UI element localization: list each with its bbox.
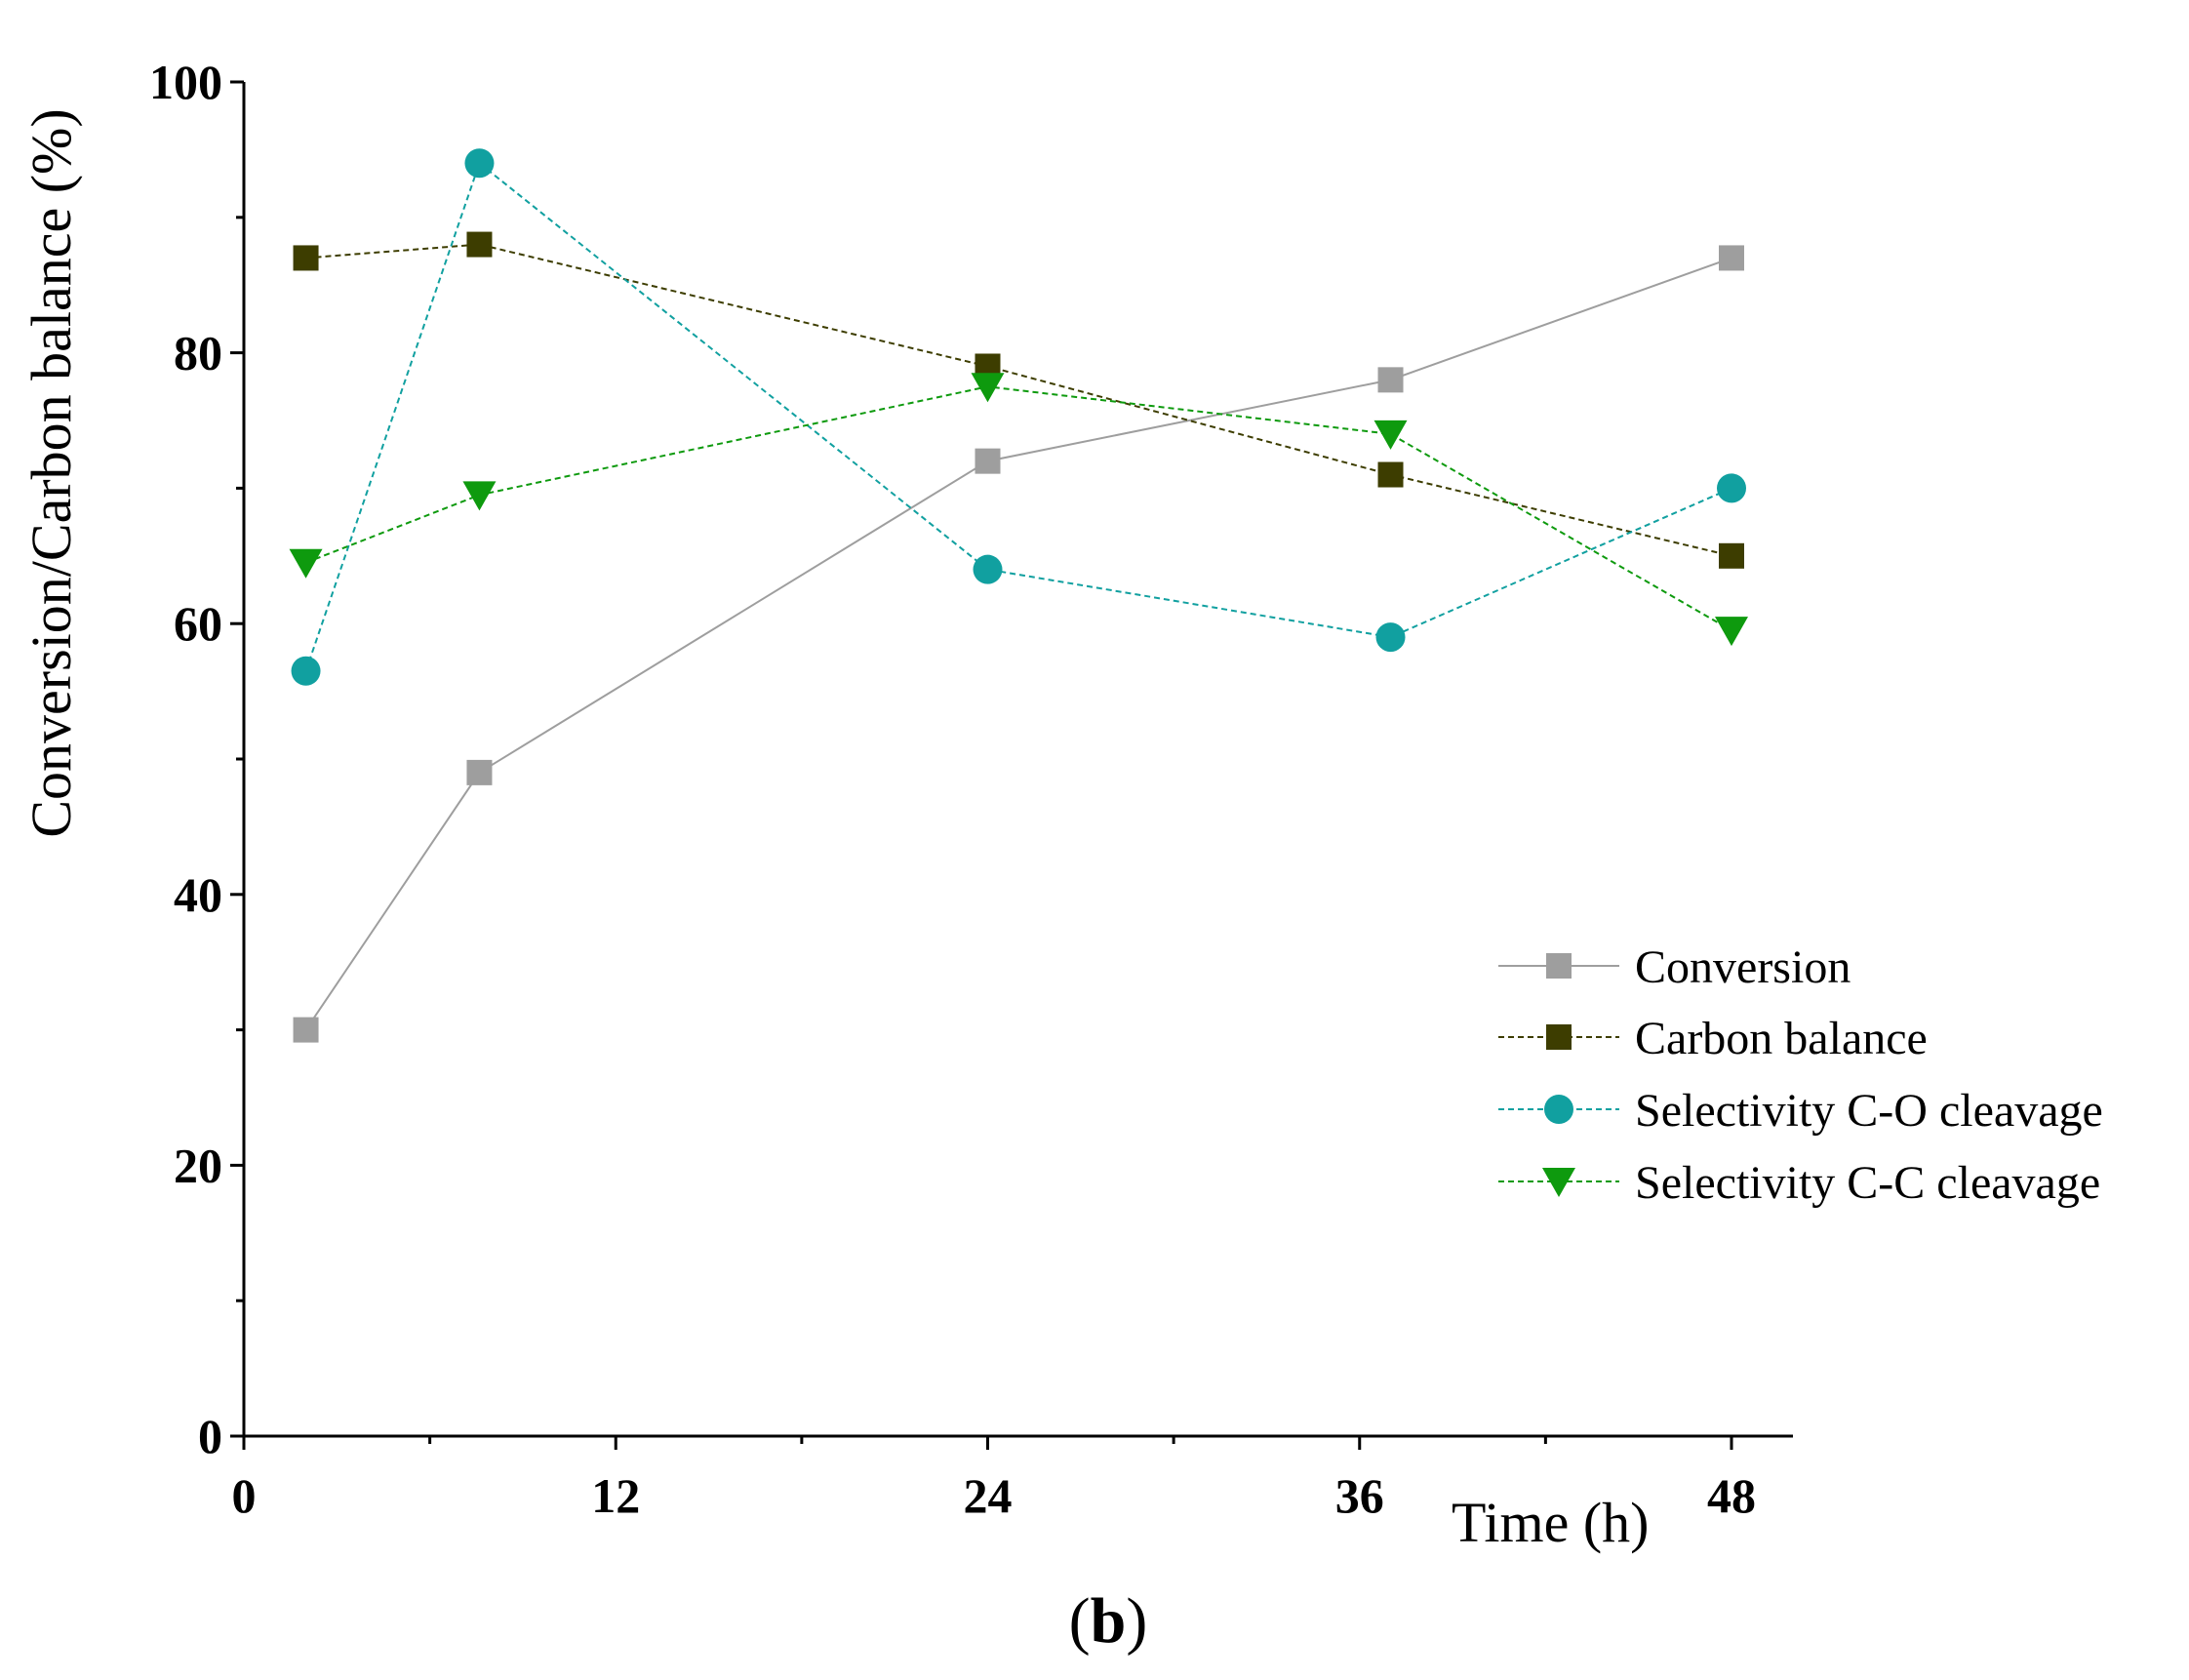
axes xyxy=(242,82,1793,1438)
y-tick-label: 40 xyxy=(174,867,222,922)
data-point-conversion xyxy=(1377,367,1404,393)
series-carbon-balance xyxy=(293,231,1744,569)
x-axis-title: Time (h) xyxy=(1452,1491,1650,1554)
series-conversion xyxy=(293,245,1744,1043)
y-tick-label: 100 xyxy=(149,55,222,109)
legend-marker-carbon-balance xyxy=(1546,1024,1572,1050)
data-point-selectivity-c-o-cleavage xyxy=(464,148,495,179)
series-layer xyxy=(289,148,1748,1043)
data-point-selectivity-c-o-cleavage xyxy=(1717,473,1746,503)
data-point-selectivity-c-c-cleavage xyxy=(1373,420,1408,450)
legend-marker-selectivity-c-o-cleavage xyxy=(1544,1095,1573,1124)
legend-marker-conversion xyxy=(1546,953,1572,979)
data-point-selectivity-c-o-cleavage xyxy=(973,554,1003,584)
series-line-selectivity-c-o-cleavage xyxy=(304,161,1732,672)
legend-label-selectivity-c-o-cleavage: Selectivity C-O cleavage xyxy=(1635,1085,2103,1137)
y-axis-title: Conversion/Carbon balance (%) xyxy=(20,108,83,837)
data-point-selectivity-c-o-cleavage xyxy=(291,656,321,686)
data-point-selectivity-c-c-cleavage xyxy=(289,548,323,579)
x-tick-label: 48 xyxy=(1707,1468,1756,1523)
legend-item-carbon-balance: Carbon balance xyxy=(1498,1013,1928,1064)
legend-label-selectivity-c-c-cleavage: Selectivity C-C cleavage xyxy=(1635,1157,2100,1209)
series-line-carbon-balance xyxy=(305,243,1732,557)
y-tick-label: 20 xyxy=(174,1138,222,1192)
series-selectivity-c-c-cleavage xyxy=(289,373,1748,647)
x-tick-label: 24 xyxy=(964,1468,1013,1523)
y-tick-label: 0 xyxy=(198,1409,222,1463)
legend-item-conversion: Conversion xyxy=(1498,941,1851,993)
series-line-conversion xyxy=(304,257,1732,1031)
data-point-carbon-balance xyxy=(466,231,493,258)
data-point-selectivity-c-o-cleavage xyxy=(1375,622,1406,653)
figure-caption: (b) xyxy=(1069,1585,1148,1657)
data-point-conversion xyxy=(1719,245,1744,271)
legend-item-selectivity-c-o-cleavage: Selectivity C-O cleavage xyxy=(1498,1085,2103,1137)
data-point-conversion xyxy=(975,448,1001,474)
data-point-selectivity-c-c-cleavage xyxy=(462,481,497,511)
data-point-carbon-balance xyxy=(293,245,319,271)
series-line-selectivity-c-c-cleavage xyxy=(305,385,1732,632)
x-tick-label: 0 xyxy=(232,1468,257,1523)
data-point-selectivity-c-c-cleavage xyxy=(1715,617,1748,647)
data-point-conversion xyxy=(293,1017,319,1043)
legend-label-carbon-balance: Carbon balance xyxy=(1635,1013,1928,1064)
legend-item-selectivity-c-c-cleavage: Selectivity C-C cleavage xyxy=(1498,1157,2100,1209)
y-tick-label: 60 xyxy=(174,596,222,651)
caption-letter: b xyxy=(1091,1585,1127,1657)
series-selectivity-c-o-cleavage xyxy=(291,148,1746,686)
data-point-selectivity-c-c-cleavage xyxy=(971,373,1005,403)
legend-label-conversion: Conversion xyxy=(1635,941,1851,993)
legend: Conversion Carbon balance Selectivity C-O … xyxy=(1498,941,2103,1209)
x-tick-label: 12 xyxy=(591,1468,640,1523)
data-point-carbon-balance xyxy=(1377,461,1404,488)
caption-close: ) xyxy=(1126,1585,1147,1657)
x-tick-label: 36 xyxy=(1335,1468,1384,1523)
y-tick-label: 80 xyxy=(174,326,222,380)
data-point-carbon-balance xyxy=(1719,542,1744,569)
ticks: 0 20 40 60 80 100 0 12 24 36 48 xyxy=(149,55,1756,1523)
legend-marker-selectivity-c-c-cleavage xyxy=(1542,1168,1575,1197)
caption-open: ( xyxy=(1069,1585,1091,1657)
data-point-conversion xyxy=(466,759,493,785)
